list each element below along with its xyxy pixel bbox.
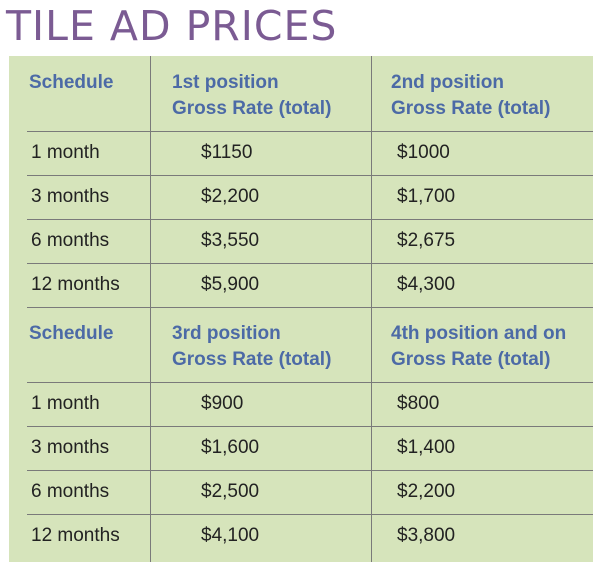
table2-header-rate: Gross Rate (total): [172, 349, 332, 370]
table1-header-position: 1st position: [172, 72, 279, 93]
row-divider: [27, 219, 593, 220]
table2-header-position: 3rd position: [172, 323, 281, 344]
column-divider: [371, 56, 372, 562]
price-table-panel: Schedule 1st position Gross Rate (total)…: [9, 56, 593, 562]
table1-schedule-cell: 1 month: [31, 142, 100, 163]
table1-schedule-cell: 3 months: [31, 186, 110, 207]
table2-header-position: 4th position and on: [391, 323, 567, 344]
row-divider: [27, 426, 593, 427]
table2-price-cell: $1,600: [201, 437, 260, 458]
table1-price-cell: $2,200: [201, 186, 260, 207]
row-divider: [27, 514, 593, 515]
table2-price-cell: $900: [201, 393, 244, 414]
table1-header-rate: Gross Rate (total): [391, 98, 551, 119]
table1-header-rate: Gross Rate (total): [172, 98, 332, 119]
table1-schedule-cell: 6 months: [31, 230, 110, 251]
row-divider: [27, 131, 593, 132]
table2-price-cell: $3,800: [397, 525, 456, 546]
column-divider: [150, 56, 151, 562]
row-divider: [27, 307, 593, 308]
table2-header-rate: Gross Rate (total): [391, 349, 551, 370]
table2-header-schedule: Schedule: [29, 323, 114, 344]
row-divider: [27, 263, 593, 264]
row-divider: [27, 175, 593, 176]
table2-schedule-cell: 12 months: [31, 525, 120, 546]
table1-price-cell: $4,300: [397, 274, 456, 295]
table1-header-position: 2nd position: [391, 72, 504, 93]
table1-price-cell: $3,550: [201, 230, 260, 251]
row-divider: [27, 382, 593, 383]
table2-schedule-cell: 6 months: [31, 481, 110, 502]
table1-header-schedule: Schedule: [29, 72, 114, 93]
table2-price-cell: $1,400: [397, 437, 456, 458]
table2-price-cell: $2,500: [201, 481, 260, 502]
table2-schedule-cell: 3 months: [31, 437, 110, 458]
table1-price-cell: $1000: [397, 142, 450, 163]
row-divider: [27, 470, 593, 471]
table2-price-cell: $4,100: [201, 525, 260, 546]
price-table-grid: Schedule 1st position Gross Rate (total)…: [9, 56, 593, 562]
table1-price-cell: $2,675: [397, 230, 456, 251]
table1-price-cell: $5,900: [201, 274, 260, 295]
table1-price-cell: $1,700: [397, 186, 456, 207]
table1-schedule-cell: 12 months: [31, 274, 120, 295]
table2-price-cell: $800: [397, 393, 440, 414]
table2-price-cell: $2,200: [397, 481, 456, 502]
table1-price-cell: $1150: [201, 142, 253, 163]
table2-schedule-cell: 1 month: [31, 393, 100, 414]
page-title: TILE AD PRICES: [6, 2, 338, 50]
